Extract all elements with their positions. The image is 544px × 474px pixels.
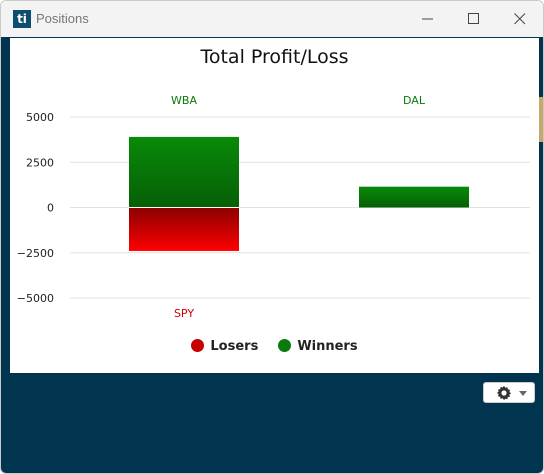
chart-legend: Losers Winners bbox=[10, 339, 539, 354]
legend-item-winners[interactable]: Winners bbox=[278, 339, 358, 354]
bar-spy[interactable] bbox=[129, 207, 239, 251]
bar-label-spy: SPY bbox=[174, 307, 194, 320]
app-logo-icon: ti bbox=[13, 10, 31, 28]
bar-wba[interactable] bbox=[129, 136, 239, 208]
bar-label-wba: WBA bbox=[171, 94, 197, 107]
y-tick-label: −2500 bbox=[17, 247, 54, 260]
side-scrollbar[interactable] bbox=[539, 97, 543, 142]
chart-plot: 5000 2500 0 −2500 −5000 WBA SPY DAL bbox=[17, 94, 530, 320]
gear-icon bbox=[496, 385, 512, 401]
bar-dal[interactable] bbox=[359, 186, 469, 208]
settings-button[interactable] bbox=[483, 382, 535, 403]
chevron-down-icon bbox=[519, 391, 527, 396]
profit-loss-chart: Total Profit/Loss 5000 2500 0 −2500 −5000 WBA… bbox=[10, 38, 539, 373]
minimize-icon bbox=[422, 18, 433, 20]
chart-title: Total Profit/Loss bbox=[200, 46, 349, 68]
close-icon bbox=[514, 13, 526, 25]
window-title: Positions bbox=[36, 11, 89, 26]
y-tick-label: 2500 bbox=[26, 156, 54, 169]
bar-label-dal: DAL bbox=[403, 94, 426, 107]
title-bar[interactable]: ti Positions bbox=[1, 1, 543, 37]
legend-label: Winners bbox=[297, 339, 358, 354]
y-tick-label: −5000 bbox=[17, 292, 54, 305]
legend-label: Losers bbox=[210, 339, 259, 354]
close-button[interactable] bbox=[497, 1, 543, 37]
y-tick-label: 5000 bbox=[26, 111, 54, 124]
legend-dot-icon bbox=[191, 339, 205, 352]
y-tick-label: 0 bbox=[47, 202, 54, 215]
maximize-icon bbox=[468, 13, 479, 24]
window-content: Total Profit/Loss 5000 2500 0 −2500 −5000 WBA… bbox=[1, 37, 543, 473]
legend-dot-icon bbox=[278, 339, 292, 352]
legend-item-losers[interactable]: Losers bbox=[191, 339, 258, 354]
maximize-button[interactable] bbox=[451, 1, 497, 37]
minimize-button[interactable] bbox=[405, 1, 451, 37]
